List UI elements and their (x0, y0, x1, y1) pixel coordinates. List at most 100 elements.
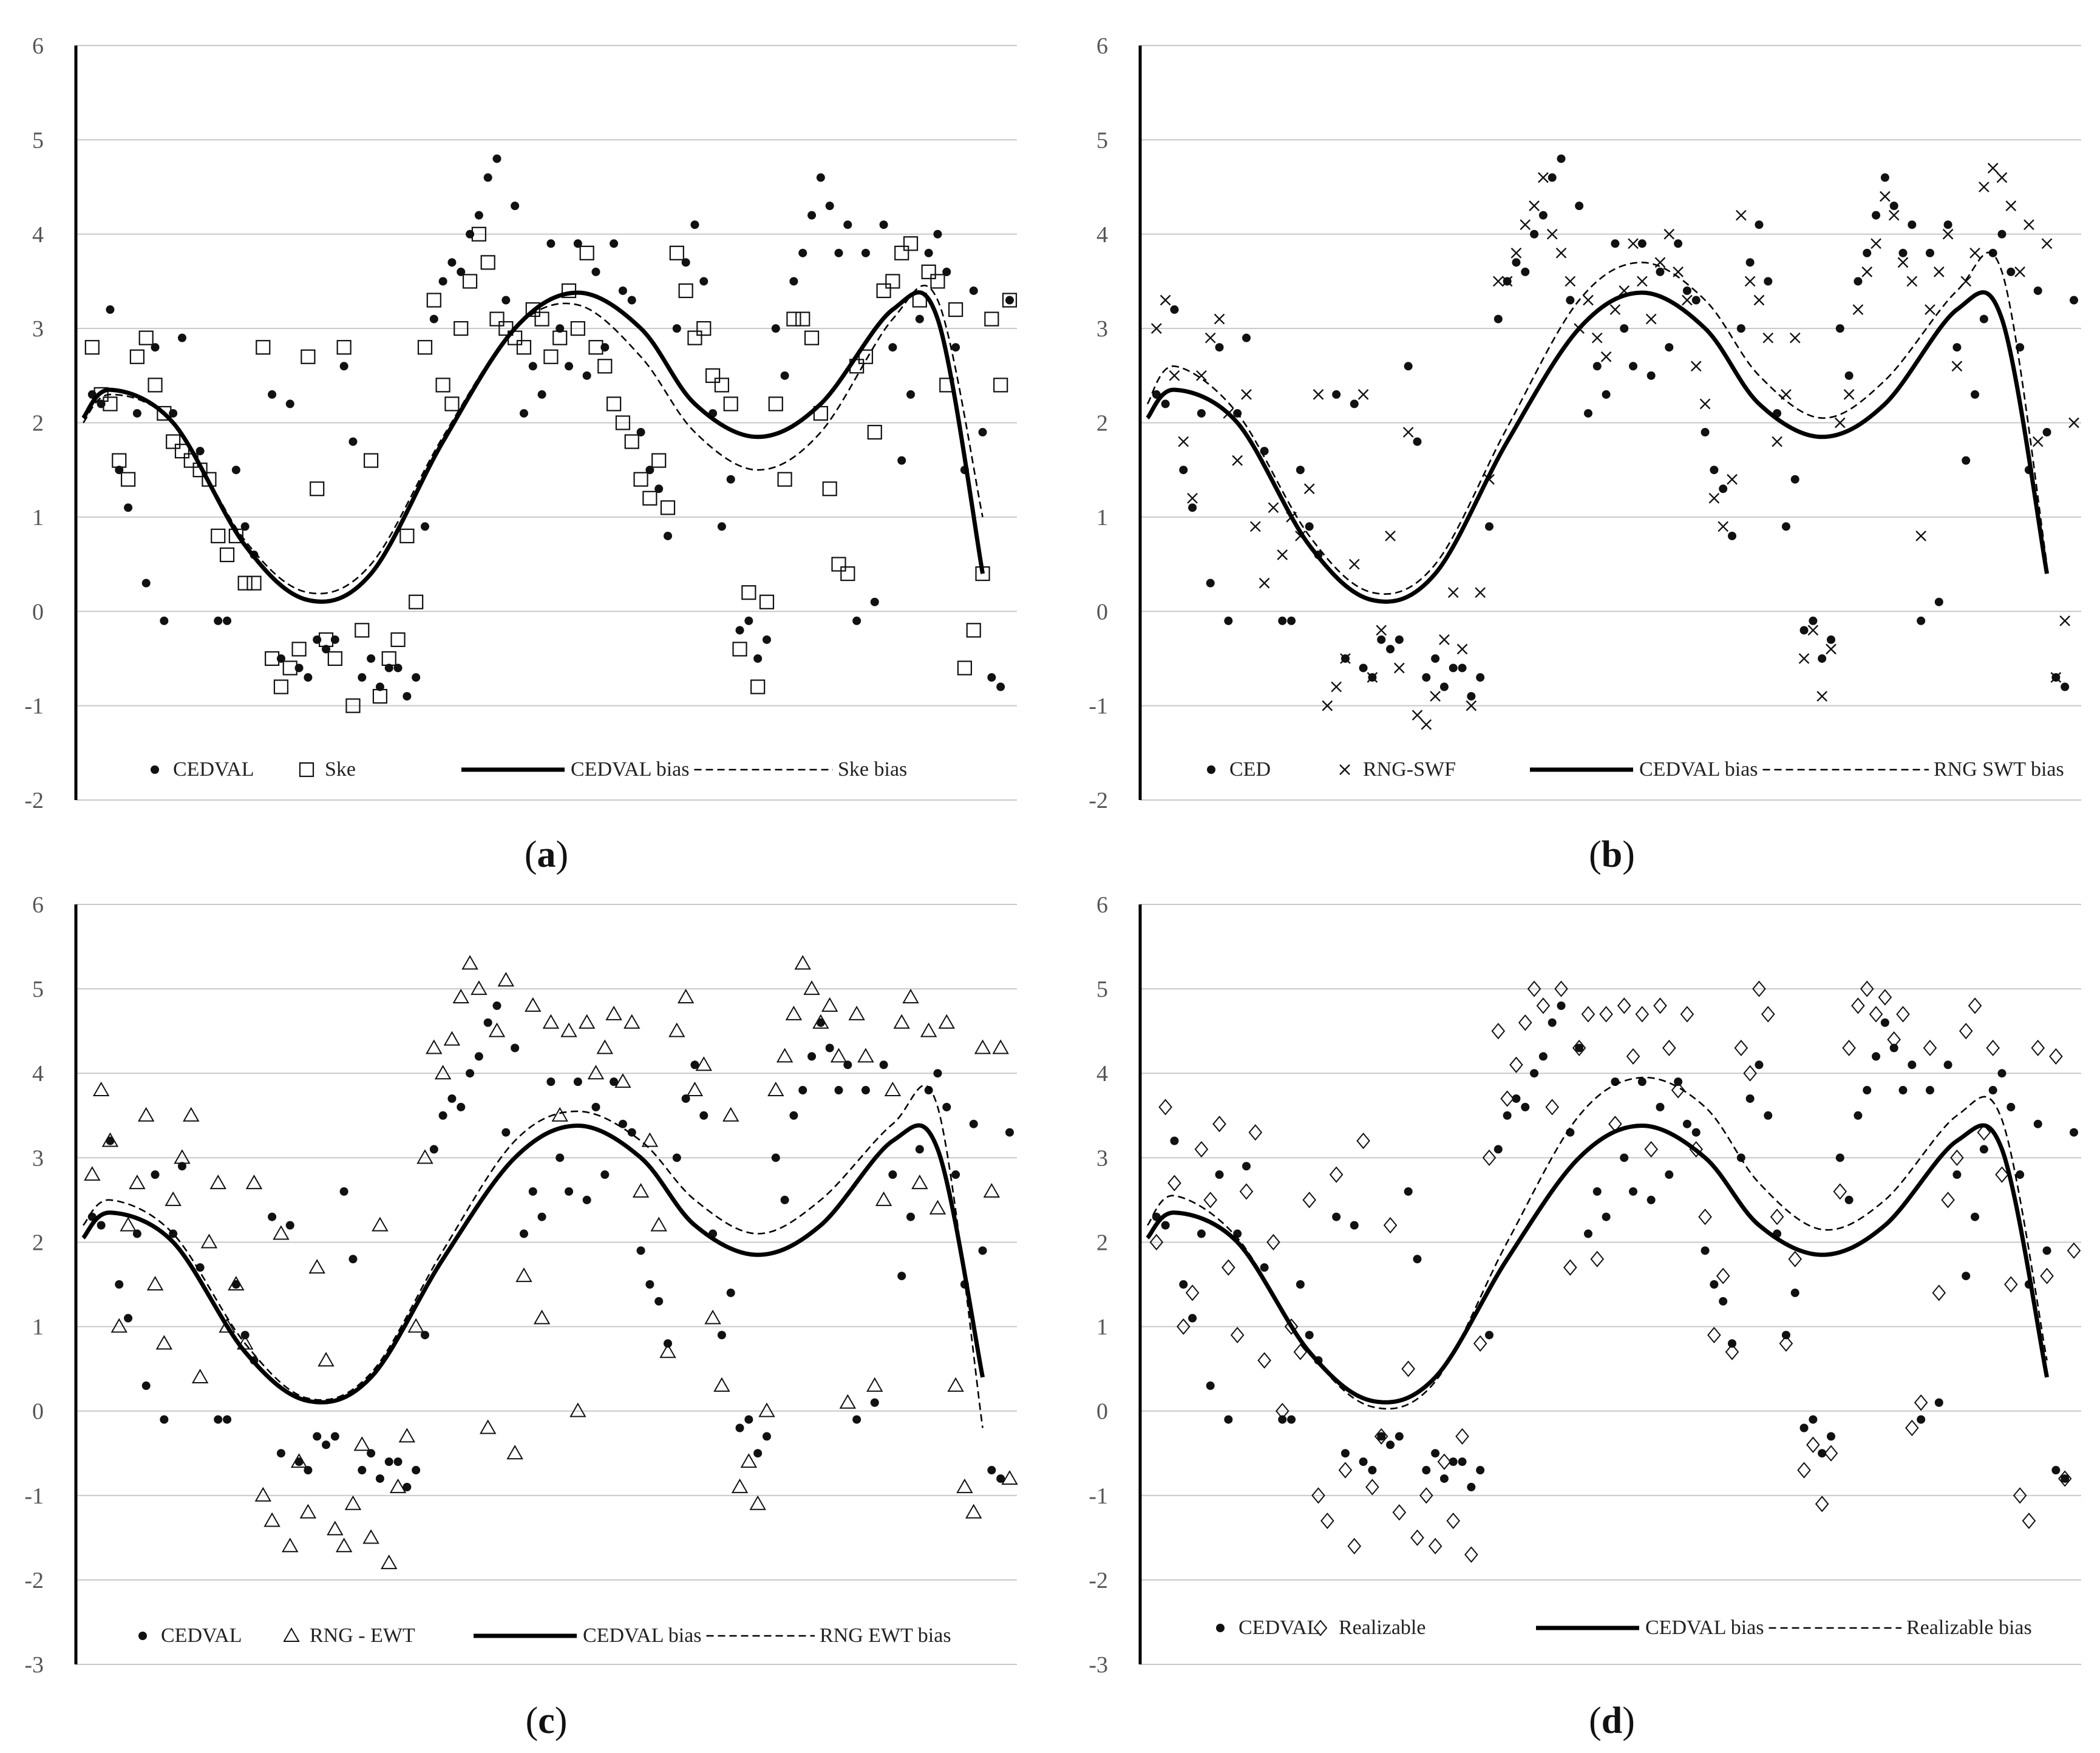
bias-curve-dashed (82, 285, 984, 595)
data-point-diamond (1338, 1462, 1353, 1479)
data-point-diamond (1716, 1267, 1730, 1284)
data-point-cross (1160, 294, 1171, 306)
data-point-dot (519, 409, 528, 418)
data-point-square (265, 651, 280, 666)
data-point-triangle (254, 1487, 272, 1502)
data-point-dot (1413, 437, 1422, 446)
data-point-dot (339, 1187, 348, 1196)
data-point-triangle (731, 1478, 749, 1493)
y-tick-label: -2 (24, 788, 44, 813)
data-point-square (355, 623, 370, 638)
data-point-triangle (327, 1521, 344, 1536)
data-point-diamond (1176, 1318, 1191, 1335)
data-point-dot (1889, 1043, 1898, 1053)
data-point-diamond (1509, 1056, 1523, 1073)
legend-label: Ske (325, 758, 356, 781)
data-point-diamond (1968, 997, 1982, 1014)
data-point-cross (1663, 228, 1675, 240)
data-point-dot (1979, 314, 1988, 324)
data-point-dot (636, 1246, 645, 1255)
data-point-square (930, 274, 945, 289)
data-point-dot (1682, 286, 1691, 295)
data-point-dot (223, 1415, 232, 1424)
data-point-dot (1790, 1288, 1799, 1297)
data-point-cross (1600, 351, 1612, 362)
data-point-dot (403, 692, 412, 701)
data-point-dot (951, 343, 960, 352)
data-point-dot (870, 597, 879, 606)
panel-letter: c (538, 1700, 555, 1741)
data-point-dot (610, 1077, 619, 1087)
data-point-triangle (344, 1495, 362, 1510)
data-point-triangle (372, 1216, 389, 1232)
data-point-triangle (381, 1555, 398, 1570)
data-point-dot (771, 324, 780, 333)
data-point-dot (1799, 626, 1809, 635)
data-point-dot (1548, 173, 1557, 182)
data-point-dot (1728, 1339, 1737, 1348)
data-point-diamond (1572, 1039, 1586, 1057)
data-point-dot (1260, 1263, 1269, 1272)
data-point-dot (556, 1153, 565, 1162)
data-point-dot (807, 211, 817, 220)
data-point-square (858, 349, 874, 364)
bias-curve-dashed (83, 1085, 984, 1428)
legend-label: Ske bias (838, 758, 907, 781)
data-point-diamond (1257, 1352, 1271, 1369)
data-point-diamond (1203, 1192, 1218, 1209)
data-point-triangle (605, 1005, 622, 1020)
data-point-triangle (965, 1504, 982, 1519)
data-point-square (921, 264, 936, 279)
data-point-diamond (1914, 1394, 1928, 1411)
chart-panel-b: 6 5 4 3 2 1 0 -1 -2 CED RNG-SWF CEDVAL b… (1089, 33, 2081, 875)
data-point-dot (915, 314, 924, 324)
data-point-dot (1368, 1466, 1377, 1475)
data-point-square (409, 594, 424, 609)
data-point-triangle (353, 1436, 371, 1451)
data-point-diamond (1563, 1259, 1577, 1276)
data-point-dot (1988, 1086, 1997, 1095)
data-point-dot (664, 531, 673, 540)
data-point-triangle (686, 1082, 704, 1097)
data-point-dot (1710, 1280, 1719, 1289)
data-point-dot (438, 1111, 447, 1120)
data-point-cross (1880, 191, 1891, 202)
data-point-triangle (704, 1309, 721, 1324)
y-tick-label: 2 (1096, 411, 1108, 436)
data-point-dot (924, 1086, 933, 1095)
data-point-dot (1646, 371, 1656, 380)
data-point-dot (367, 654, 376, 663)
data-point-dot (1377, 1432, 1386, 1441)
data-point-dot (780, 1195, 789, 1204)
legend-symbol-marker (299, 762, 314, 778)
data-point-dot (1682, 1119, 1691, 1128)
data-point-diamond (1410, 1529, 1424, 1546)
data-point-dot (735, 1423, 744, 1433)
data-point-cross (1232, 455, 1243, 466)
gridlines-b (1140, 45, 2081, 801)
y-tick-label: 2 (32, 411, 44, 436)
panel-letter: d (1602, 1700, 1622, 1741)
data-point-square (876, 283, 891, 299)
data-point-dot (1665, 1170, 1674, 1179)
data-point-dot (231, 1280, 240, 1289)
data-point-dot (1656, 267, 1665, 276)
data-point-diamond (1581, 1006, 1595, 1023)
data-point-dot (690, 1060, 699, 1070)
data-point-cross (1834, 417, 1846, 429)
data-point-triangle (794, 955, 811, 970)
data-point-dot (1602, 1212, 1611, 1221)
data-point-square (246, 575, 262, 591)
data-point-dot (933, 229, 942, 239)
data-point-triangle (803, 980, 820, 995)
chart-panel-c: 6 5 4 3 2 1 0 -1 -2 -3 CEDVAL RNG - EWT … (24, 892, 1018, 1741)
data-point-triangle (497, 972, 515, 987)
data-point-dot (1943, 1060, 1952, 1070)
y-tick-label: 6 (1096, 33, 1108, 59)
data-point-dot (160, 616, 169, 625)
data-point-dot (1404, 362, 1413, 371)
data-point-dot (403, 1482, 412, 1491)
data-point-square (831, 557, 846, 572)
y-tick-label: 2 (32, 1230, 44, 1255)
data-point-dot (1943, 220, 1952, 229)
